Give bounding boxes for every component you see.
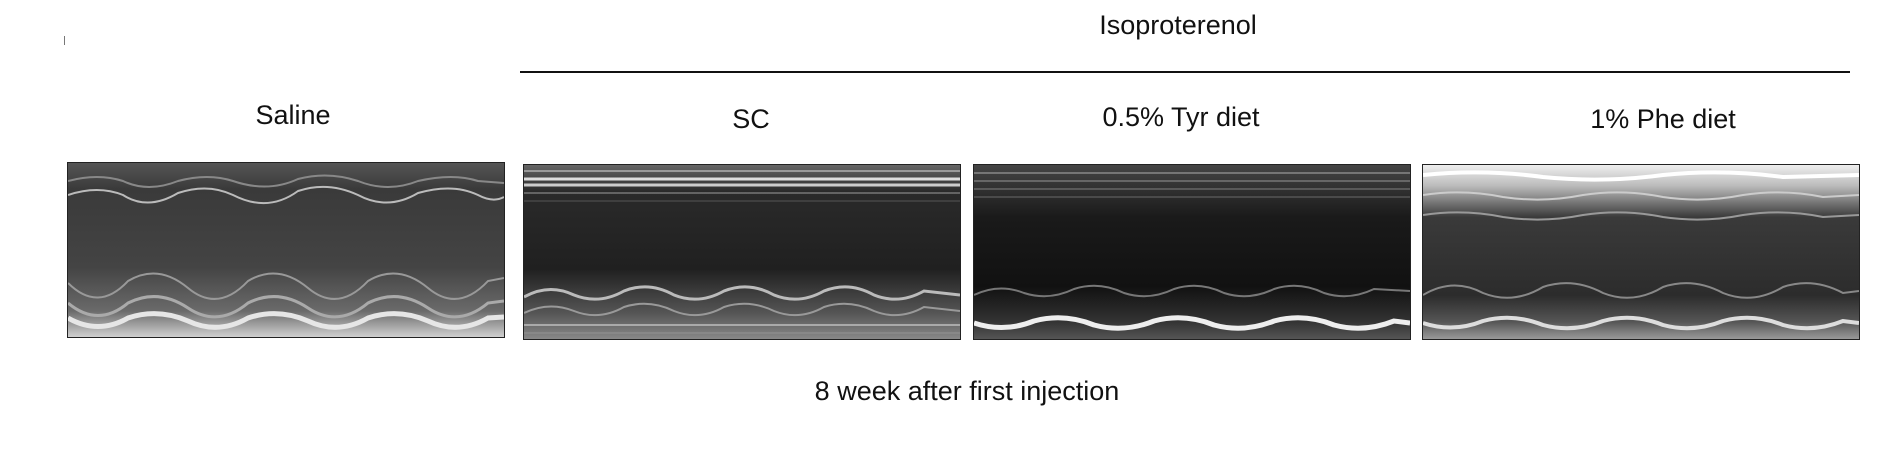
mmode-image-sc <box>523 164 961 340</box>
isoproterenol-group-label: Isoproterenol <box>1099 10 1257 40</box>
panel-title-saline: Saline <box>255 100 331 130</box>
panel-title-sc: SC <box>732 104 770 134</box>
timepoint-caption: 8 week after first injection <box>814 376 1120 406</box>
mmode-image-saline <box>67 162 505 338</box>
mmode-image-phe <box>1422 164 1860 340</box>
edge-tick-mark <box>64 36 65 45</box>
isoproterenol-bracket-line <box>520 71 1850 73</box>
panel-title-phe: 1% Phe diet <box>1590 104 1736 134</box>
mmode-image-tyr <box>973 164 1411 340</box>
panel-title-tyr: 0.5% Tyr diet <box>1102 102 1260 132</box>
